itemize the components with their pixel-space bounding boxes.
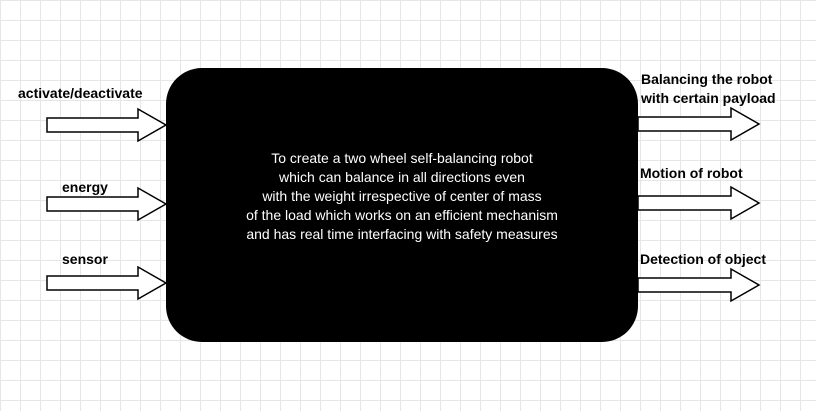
input-label-sensor: sensor [62, 251, 108, 267]
input-label-energy: energy [62, 179, 108, 195]
input-label-activate: activate/deactivate [18, 85, 143, 101]
input-arrow-energy [46, 186, 168, 222]
process-line: with the weight irrespective of center o… [262, 187, 542, 204]
process-line: and has real time interfacing with safet… [246, 225, 558, 242]
output-arrow-detection [637, 267, 761, 303]
process-line: of the load which works on an efficient … [246, 206, 558, 223]
output-label-motion: Motion of robot [640, 165, 743, 181]
input-arrow-activate [46, 107, 168, 143]
process-line: which can balance in all directions even [279, 168, 525, 185]
process-line: To create a two wheel self-balancing rob… [271, 149, 533, 166]
input-arrow-sensor [46, 265, 168, 301]
output-label-detection: Detection of object [640, 251, 767, 267]
output-arrow-motion [637, 185, 761, 221]
output-label-balancing-line1: Balancing the robot [641, 71, 773, 87]
output-label-balancing-line2: with certain payload [641, 90, 776, 106]
output-arrow-balancing [637, 106, 761, 142]
process-block: To create a two wheel self-balancing rob… [166, 68, 638, 342]
process-description: To create a two wheel self-balancing rob… [246, 149, 558, 244]
